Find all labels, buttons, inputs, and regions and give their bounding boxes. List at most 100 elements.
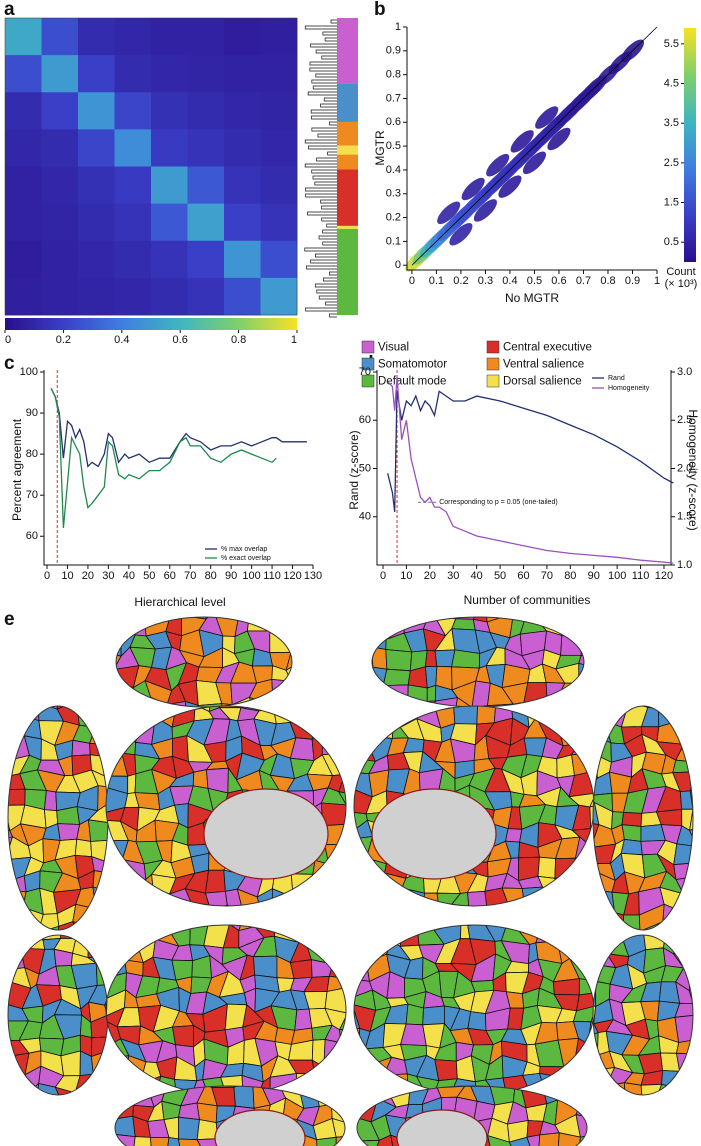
brain-parcel (382, 908, 406, 933)
dendrogram-branch (311, 115, 337, 120)
brain-parcel (282, 697, 292, 707)
x-tick-label: 30 (102, 570, 114, 582)
dendrogram-branch (315, 253, 337, 258)
x-tick-label: 0.8 (600, 275, 615, 287)
brain-parcel (354, 925, 358, 945)
brain-parcel (338, 1075, 351, 1099)
brain-parcel (593, 888, 616, 914)
brain-parcel (688, 964, 693, 992)
brain-parcel (354, 706, 375, 709)
brain-parcel (8, 906, 28, 930)
brain-parcel (273, 708, 300, 725)
threshold-label: Corresponding to p = 0.05 (one-tailed) (439, 499, 558, 506)
legend-label: Visual (378, 342, 409, 354)
heatmap-cell (260, 129, 298, 167)
brain-parcel (94, 1134, 112, 1146)
dendrogram-branch (320, 103, 337, 108)
brain-parcel (545, 682, 566, 706)
brain-parcel (590, 633, 616, 656)
dendrogram-branch (307, 211, 337, 216)
brain-parcel (8, 706, 13, 711)
brain-parcel (591, 596, 615, 619)
brain-parcel (593, 735, 598, 758)
brain-parcel (286, 680, 292, 707)
brain-parcel (103, 887, 108, 910)
brain-parcel (537, 886, 559, 906)
brain-parcel (580, 1066, 591, 1083)
brain-parcel (111, 915, 132, 940)
brain-parcel (623, 1082, 643, 1095)
brain-parcel (12, 1089, 30, 1095)
heatmap-cell (114, 129, 152, 167)
panel-label: c (4, 353, 15, 374)
brain-parcel (341, 925, 346, 947)
brain-parcel (390, 697, 412, 707)
heatmap-cell (78, 18, 115, 56)
brain-parcel (0, 922, 7, 944)
brain-parcel (689, 707, 693, 723)
brain-parcel (343, 876, 346, 896)
brain-parcel (8, 935, 24, 957)
brain-parcel (451, 618, 476, 631)
dendrogram-branch (311, 127, 337, 132)
brain-parcel (467, 890, 488, 906)
brain-parcel (253, 955, 278, 979)
density-cell (449, 222, 473, 246)
brain-parcel (469, 909, 487, 925)
y-axis-title: Rand (z-score) (347, 430, 361, 509)
legend-label: % max overlap (221, 546, 267, 553)
brain-parcel (106, 903, 128, 906)
brain-parcel (323, 925, 345, 929)
density-cell (535, 106, 559, 129)
brain-parcel (330, 1086, 345, 1105)
x-tick-label: 80 (564, 570, 576, 582)
density-cell (547, 127, 571, 151)
brain-parcel (299, 650, 322, 663)
brain-parcel (690, 876, 693, 896)
brain-parcel (116, 887, 145, 906)
brain-parcel (106, 889, 128, 906)
colorbar-tick-label: 0.5 (664, 236, 679, 248)
brain-parcel (575, 617, 584, 640)
brain-parcel (372, 617, 387, 640)
brain-parcel (593, 1083, 617, 1095)
medial-wall (396, 1109, 488, 1146)
brain-parcel (106, 925, 112, 930)
dendrogram-branch (309, 67, 337, 72)
brain-parcel (89, 1071, 108, 1090)
brain-parcel (0, 790, 7, 810)
brain-parcel (470, 979, 495, 993)
heatmap-cell (224, 92, 261, 130)
brain-parcel (577, 719, 594, 744)
brain-parcel (138, 925, 157, 929)
brain-parcel (387, 707, 404, 728)
heatmap-cell (151, 240, 188, 279)
x-tick-label: 30 (447, 570, 459, 582)
colorbar-title: Count (666, 266, 695, 278)
brain-parcel (313, 1086, 340, 1089)
brain-parcel (173, 910, 194, 930)
brain-parcel (595, 1118, 613, 1141)
brain-parcel (185, 700, 199, 707)
brain-parcel (309, 910, 327, 922)
brain-parcel (192, 769, 209, 789)
heatmap-cell (260, 18, 298, 56)
y-tick-label: 0.2 (386, 211, 401, 223)
brain-parcel (578, 978, 594, 996)
brain-parcel (112, 706, 130, 728)
brain-parcel (8, 1020, 9, 1042)
brain-parcel (8, 1065, 15, 1091)
x-tick-label: 10 (400, 570, 412, 582)
brain-parcel (662, 903, 677, 930)
dendrogram-branch (305, 307, 337, 312)
brain-parcel (331, 706, 342, 728)
dendrogram-branch (315, 49, 337, 54)
x-tick-label: 20 (82, 570, 94, 582)
dendrogram-branch (318, 295, 337, 300)
brain-parcel (607, 1093, 632, 1116)
brain-parcel (320, 888, 345, 906)
brain-parcel (122, 925, 145, 928)
colorbar-tick-label: 0.4 (114, 334, 129, 346)
brain-parcel (354, 935, 359, 957)
